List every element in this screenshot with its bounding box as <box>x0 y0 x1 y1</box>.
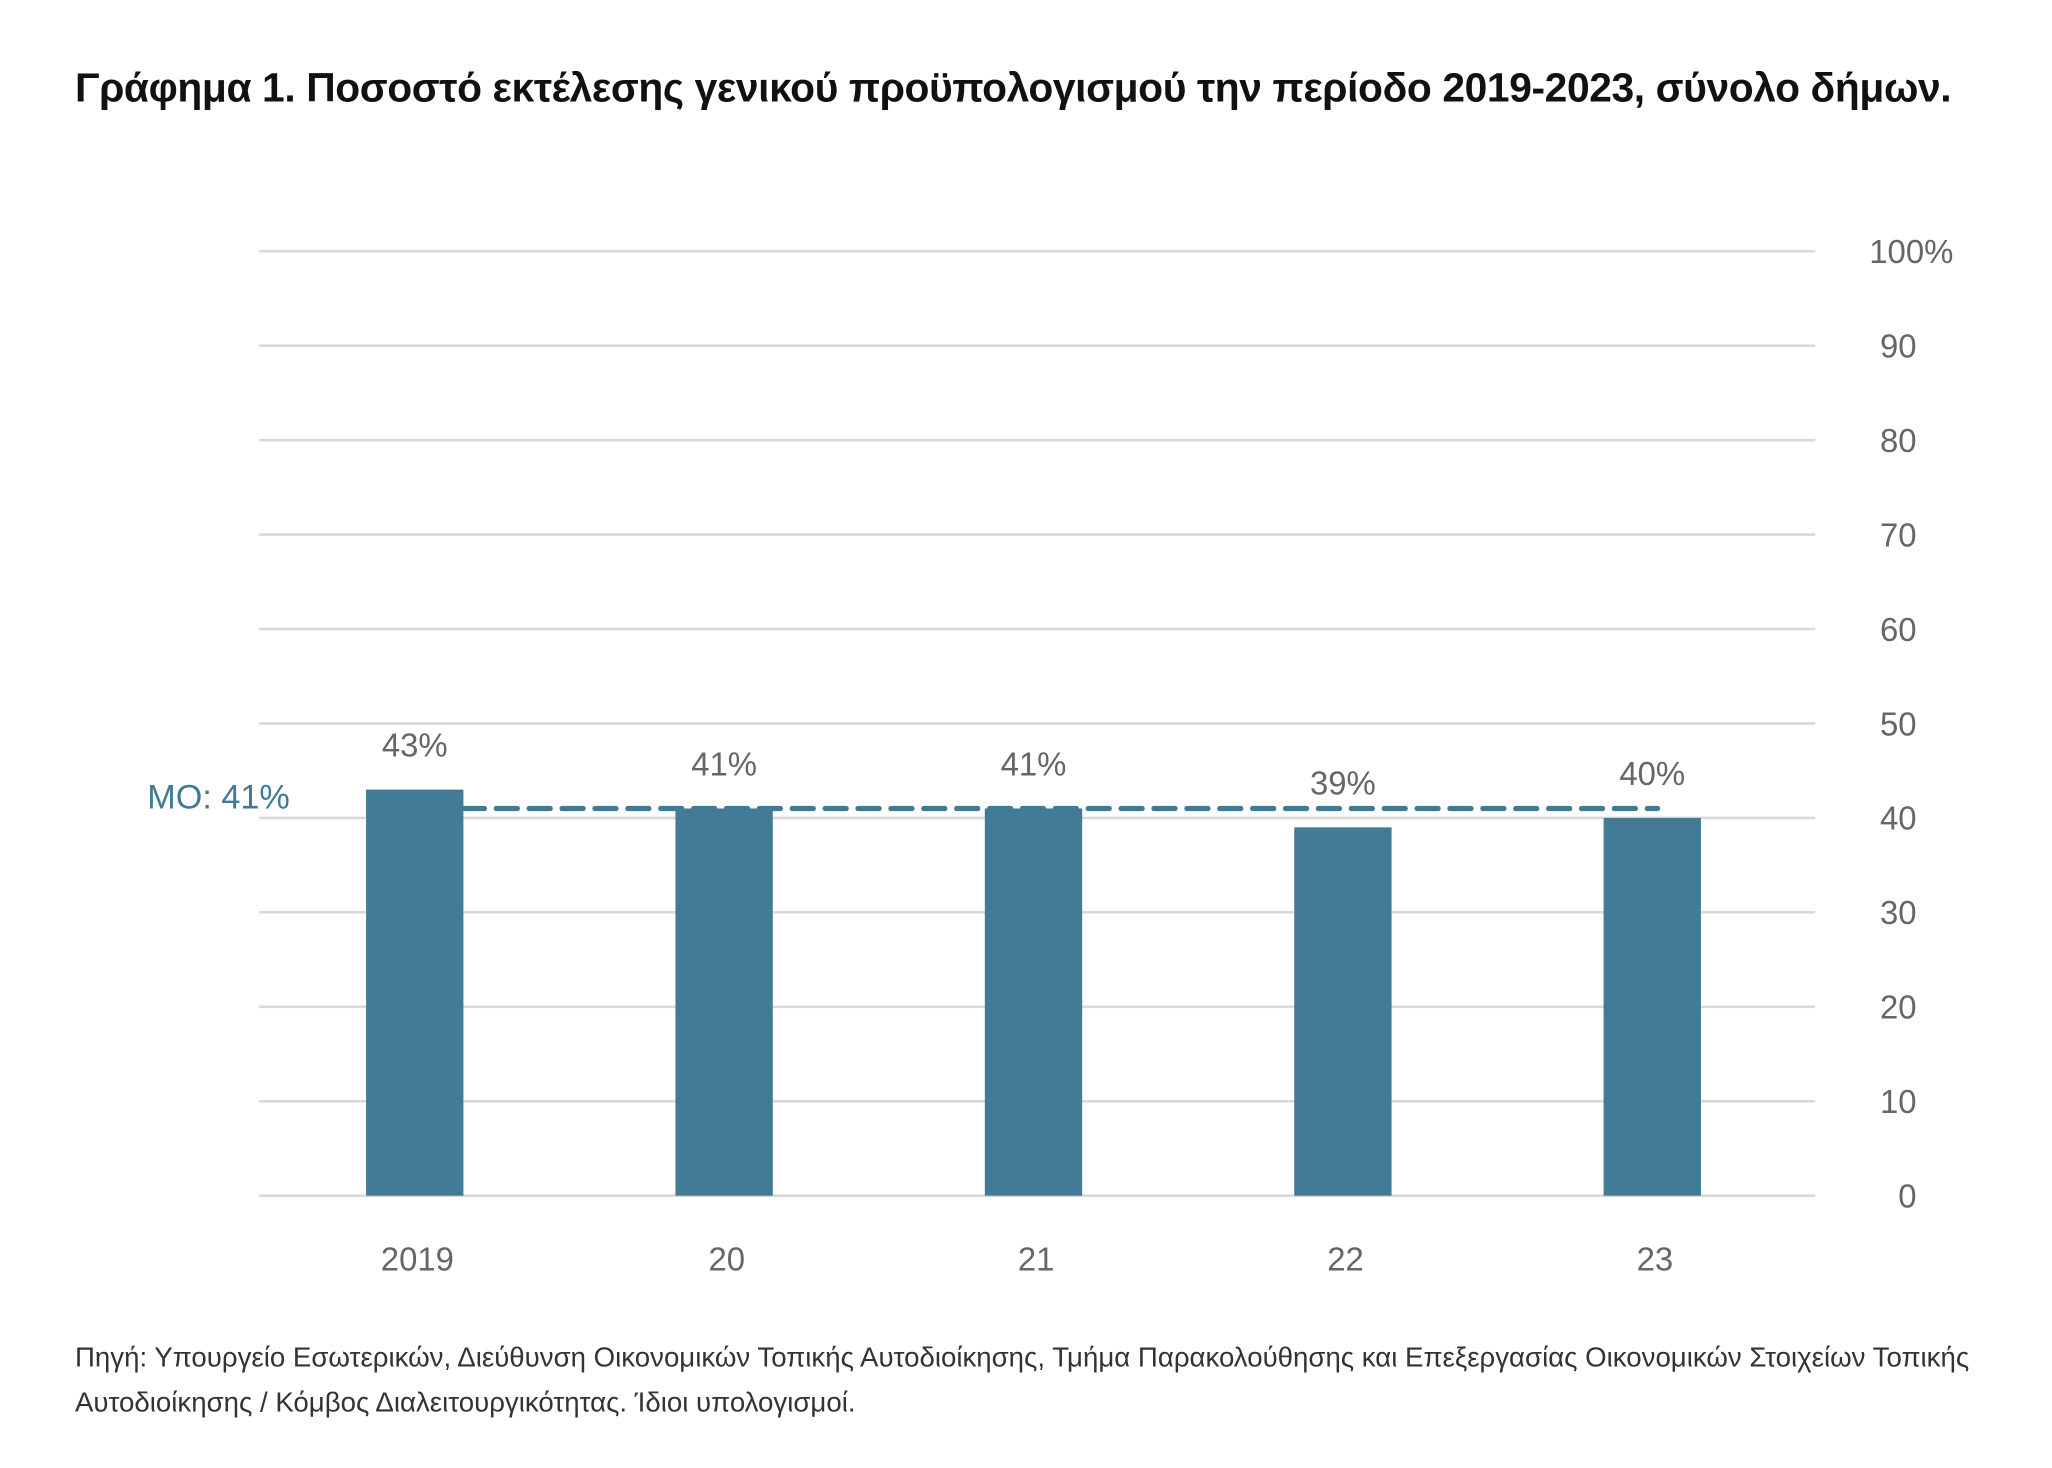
bar <box>675 808 773 1196</box>
chart-title: Γράφημα 1. Ποσοστό εκτέλεσης γενικού προ… <box>74 64 1952 111</box>
y-tick-label: 40 <box>1880 800 1917 837</box>
y-tick-label: 20 <box>1880 989 1917 1026</box>
y-tick-label: 60 <box>1880 611 1917 648</box>
bar <box>1294 827 1392 1196</box>
y-tick-label: 70 <box>1880 516 1917 553</box>
y-tick-label: 90 <box>1880 328 1917 365</box>
x-tick-label: 21 <box>1018 1241 1055 1278</box>
x-tick-label: 22 <box>1327 1241 1364 1278</box>
x-tick-label: 2019 <box>381 1241 454 1278</box>
data-label: 41% <box>1001 746 1067 783</box>
y-tick-label: 50 <box>1880 705 1917 742</box>
data-label: 39% <box>1310 764 1376 801</box>
bar <box>984 808 1083 1196</box>
x-tick-label: 23 <box>1637 1241 1674 1278</box>
y-tick-label: 30 <box>1880 894 1917 931</box>
bar <box>366 789 464 1196</box>
data-label: 41% <box>691 746 757 783</box>
bar-chart: 0 10 20 30 40 50 60 70 80 90 100% 43% 2019 41% 20 41% 21… <box>147 233 1953 1278</box>
source-note: Πηγή: Υπουργείο Εσωτερικών, Διεύθυνση Οι… <box>74 1343 1970 1419</box>
x-tick-label: 20 <box>708 1241 745 1278</box>
y-tick-label: 80 <box>1880 422 1917 459</box>
y-tick-label: 100% <box>1869 233 1953 270</box>
bar <box>1603 817 1701 1196</box>
data-label: 40% <box>1619 755 1685 792</box>
average-label: ΜΟ: 41% <box>147 778 290 816</box>
data-label: 43% <box>382 727 448 764</box>
y-tick-label: 0 <box>1898 1178 1916 1215</box>
y-tick-label: 10 <box>1880 1083 1917 1120</box>
